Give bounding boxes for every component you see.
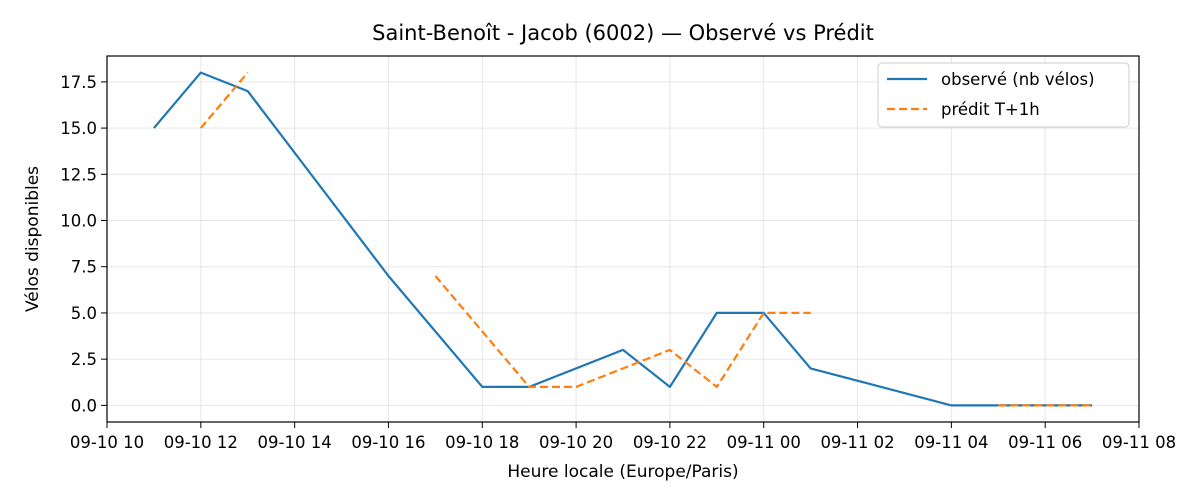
x-tick-label: 09-11 08 bbox=[1102, 433, 1176, 452]
y-tick-label: 15.0 bbox=[60, 119, 97, 138]
x-tick-label: 09-10 22 bbox=[633, 433, 707, 452]
x-axis: 09-10 10 09-10 12 09-10 14 09-10 16 09-10 18… bbox=[70, 422, 1176, 452]
x-axis-label: Heure locale (Europe/Paris) bbox=[507, 462, 738, 482]
y-tick-label: 10.0 bbox=[60, 212, 97, 231]
x-tick-label: 09-11 00 bbox=[727, 433, 801, 452]
series-lines bbox=[153, 71, 1093, 407]
x-tick-label: 09-10 12 bbox=[164, 433, 238, 452]
y-tick-label: 2.5 bbox=[71, 350, 97, 369]
x-tick-label: 09-10 20 bbox=[539, 433, 613, 452]
y-tick-label: 7.5 bbox=[71, 258, 97, 277]
x-tick-label: 09-11 06 bbox=[1008, 433, 1082, 452]
series-line-predicted bbox=[434, 275, 811, 388]
legend-label-predicted: prédit T+1h bbox=[941, 100, 1040, 119]
plot-frame bbox=[106, 55, 1140, 423]
y-tick-label: 5.0 bbox=[71, 304, 97, 323]
y-axis: 0.0 2.5 5.0 7.5 10.0 12.5 15.0 17.5 bbox=[60, 73, 107, 415]
x-tick-label: 09-10 10 bbox=[70, 433, 144, 452]
x-tick-label: 09-10 16 bbox=[351, 433, 425, 452]
chart-title: Saint-Benoît - Jacob (6002) — Observé vs… bbox=[372, 21, 874, 45]
series-line-predicted bbox=[199, 71, 249, 129]
legend: observé (nb vélos) prédit T+1h bbox=[877, 62, 1130, 128]
y-tick-label: 12.5 bbox=[60, 165, 97, 184]
series-line-observed bbox=[153, 71, 1093, 407]
x-tick-label: 09-10 18 bbox=[445, 433, 519, 452]
x-tick-label: 09-11 02 bbox=[820, 433, 894, 452]
x-tick-label: 09-11 04 bbox=[914, 433, 988, 452]
y-axis-label: Vélos disponibles bbox=[23, 166, 43, 312]
x-tick-label: 09-10 14 bbox=[258, 433, 332, 452]
y-tick-label: 0.0 bbox=[71, 396, 97, 415]
y-tick-label: 17.5 bbox=[60, 73, 97, 92]
legend-label-observed: observé (nb vélos) bbox=[941, 70, 1095, 89]
legend-box bbox=[877, 62, 1130, 128]
